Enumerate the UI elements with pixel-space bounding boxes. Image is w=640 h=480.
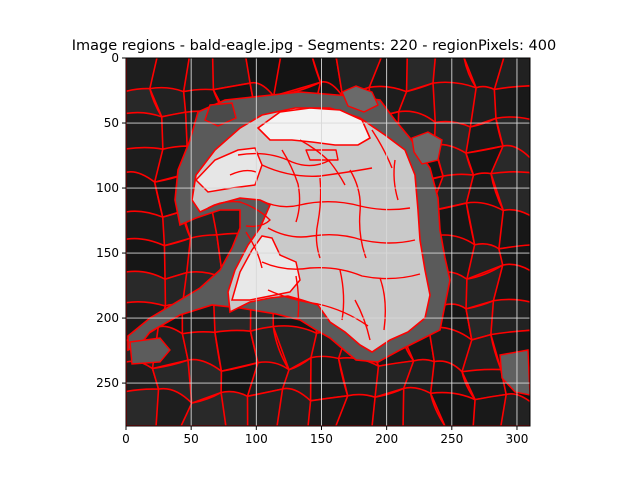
eagle-region (349, 169, 367, 259)
background-region (126, 270, 168, 307)
background-region (492, 263, 530, 303)
background-region (220, 390, 250, 426)
gray-patch (499, 349, 530, 396)
gray-patch (204, 102, 237, 127)
background-region (495, 116, 530, 159)
y-tick-label: 200 (96, 311, 119, 325)
eagle-region (339, 269, 345, 321)
eagle-region (354, 299, 371, 341)
x-tick-label: 300 (506, 432, 529, 446)
background-region (490, 144, 530, 175)
y-tick-label: 150 (96, 246, 119, 260)
eagle-region (281, 149, 301, 223)
x-axis: 0 50 100 150 200 250 300 (122, 426, 528, 446)
eagle-region (259, 199, 411, 211)
gray-patch (129, 337, 171, 365)
background-region (490, 298, 530, 336)
background-region (182, 58, 216, 93)
plot-area (126, 58, 530, 426)
x-tick-label: 250 (440, 432, 463, 446)
background-region (160, 111, 189, 150)
eagle-region (299, 139, 346, 186)
axes-frame (125, 57, 531, 427)
eagle-region (305, 149, 339, 161)
background-region (432, 81, 478, 128)
eagle-region (261, 164, 373, 177)
eagle-region (237, 152, 331, 167)
background-region (498, 208, 530, 250)
eagle-region (371, 129, 393, 169)
y-axis: 0 50 100 150 200 250 (96, 51, 126, 390)
x-tick-label: 200 (375, 432, 398, 446)
background-region (500, 393, 530, 426)
x-tick-label: 100 (245, 432, 268, 446)
y-tick-label: 250 (96, 376, 119, 390)
eagle-neck-white (231, 235, 301, 301)
eagle-region (295, 275, 300, 319)
y-tick-label: 100 (96, 181, 119, 195)
eagle-region-boundaries (207, 129, 421, 341)
eagle-region (229, 169, 257, 176)
background-region (126, 111, 165, 150)
gray-patch (341, 85, 379, 113)
background-region (493, 58, 530, 91)
eagle-head-white (256, 107, 372, 146)
background-region (493, 85, 530, 121)
background-region (490, 171, 530, 217)
y-tick-label: 50 (104, 116, 119, 130)
eagle-region (315, 177, 322, 259)
eagle-region (267, 227, 416, 244)
eagle-region (393, 159, 399, 201)
y-tick-label: 0 (111, 51, 119, 65)
x-tick-label: 50 (184, 432, 199, 446)
eagle-region (379, 277, 387, 331)
x-tick-label: 0 (122, 432, 130, 446)
eagle-region (267, 289, 369, 327)
gray-patch (411, 131, 443, 165)
background-region (126, 388, 161, 426)
x-tick-label: 150 (310, 432, 333, 446)
chart-title: Image regions - bald-eagle.jpg - Segment… (72, 38, 556, 54)
eagle-region (261, 261, 421, 280)
